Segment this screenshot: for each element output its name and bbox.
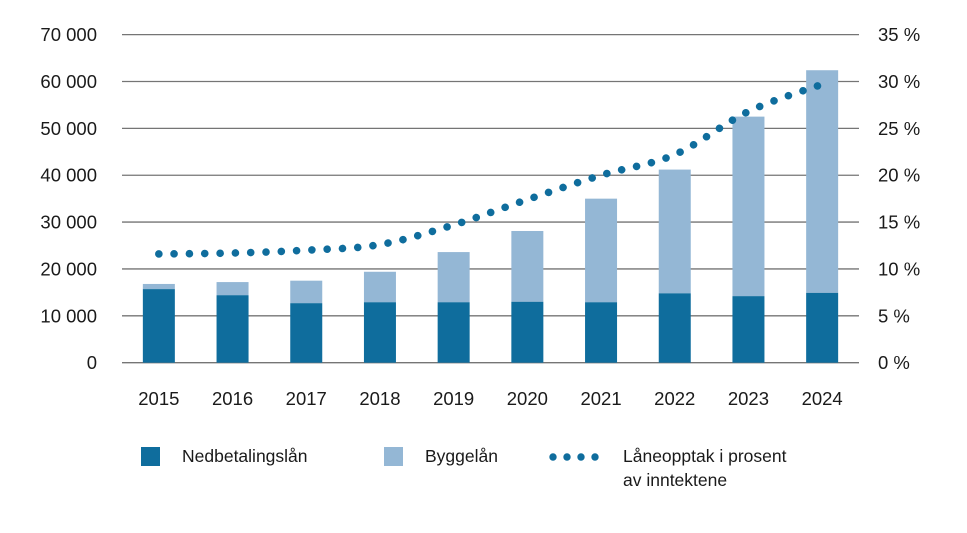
left-axis-tick-label: 60 000: [40, 71, 97, 92]
bar-segment-byggelan: [585, 198, 618, 303]
x-axis-year-label: 2018: [359, 388, 400, 409]
bar-segment-nedbetalingslan: [511, 301, 544, 363]
legend: Nedbetalingslån Byggelån Låneopptak i pr…: [0, 440, 967, 530]
right-axis-tick-label: 0 %: [878, 352, 910, 373]
legend-item-nedbetalingslan: Nedbetalingslån: [141, 444, 308, 468]
right-axis-tick-label: 20 %: [878, 165, 920, 186]
bar-segment-byggelan: [216, 282, 249, 296]
bar-segment-byggelan: [290, 280, 323, 304]
right-axis-tick-label: 15 %: [878, 212, 920, 233]
x-axis-year-label: 2023: [728, 388, 769, 409]
left-axis-tick-label: 30 000: [40, 212, 97, 233]
bar-segment-nedbetalingslan: [437, 302, 470, 363]
x-axis-year-label: 2016: [212, 388, 253, 409]
right-axis-tick-label: 25 %: [878, 118, 920, 139]
right-axis-tick-label: 10 %: [878, 258, 920, 279]
bar-segment-nedbetalingslan: [806, 292, 839, 363]
x-axis-year-label: 2021: [580, 388, 621, 409]
bar-segment-byggelan: [437, 252, 470, 303]
bar-segment-byggelan: [806, 70, 839, 293]
bar-segment-byggelan: [363, 271, 396, 303]
left-axis-tick-label: 40 000: [40, 165, 97, 186]
left-axis-tick-label: 10 000: [40, 305, 97, 326]
legend-item-laneopptak: Låneopptak i prosent av inntektene: [546, 444, 786, 492]
bar-segment-nedbetalingslan: [290, 303, 323, 363]
dotted-line-swatch-icon: [549, 453, 599, 461]
x-axis-year-label: 2024: [802, 388, 843, 409]
left-axis-tick-label: 70 000: [40, 24, 97, 45]
bar-segment-byggelan: [658, 169, 691, 294]
bar-segment-nedbetalingslan: [363, 302, 396, 363]
right-axis-tick-label: 35 %: [878, 24, 920, 45]
bar-segment-nedbetalingslan: [732, 296, 765, 363]
bar-segment-byggelan: [142, 283, 175, 290]
legend-label-laneopptak-line1: Låneopptak i prosent: [623, 446, 787, 466]
legend-item-byggelan: Byggelån: [384, 444, 498, 468]
bar-segment-nedbetalingslan: [216, 295, 249, 363]
left-axis-tick-label: 20 000: [40, 258, 97, 279]
x-axis-year-label: 2020: [507, 388, 548, 409]
legend-label-laneopptak: Låneopptak i prosent av inntektene: [623, 444, 786, 492]
x-axis-year-label: 2019: [433, 388, 474, 409]
legend-label-nedbetalingslan: Nedbetalingslån: [182, 446, 308, 466]
left-axis-tick-label: 0: [87, 352, 97, 373]
bar-segment-nedbetalingslan: [658, 293, 691, 363]
legend-label-byggelan: Byggelån: [425, 446, 498, 466]
right-axis-tick-label: 5 %: [878, 305, 910, 326]
x-axis-year-label: 2017: [286, 388, 327, 409]
byggelan-swatch: [384, 447, 403, 466]
bar-segment-byggelan: [511, 230, 544, 302]
bar-segment-byggelan: [732, 116, 765, 297]
dotted-line-laneopptak: [155, 80, 826, 258]
right-axis-tick-label: 30 %: [878, 71, 920, 92]
legend-label-laneopptak-line2: av inntektene: [623, 470, 728, 490]
bar-segment-nedbetalingslan: [142, 289, 175, 363]
left-axis-tick-label: 50 000: [40, 118, 97, 139]
bar-segment-nedbetalingslan: [585, 302, 618, 363]
nedbetalingslan-swatch: [141, 447, 160, 466]
x-axis-year-label: 2022: [654, 388, 695, 409]
x-axis-year-label: 2015: [138, 388, 179, 409]
